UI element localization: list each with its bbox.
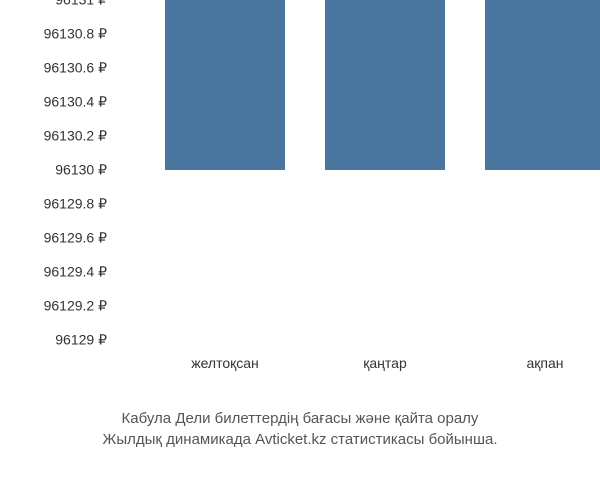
- caption-line-1: Кабула Дели билеттердің бағасы және қайт…: [0, 408, 600, 429]
- y-tick-label: 96130.6 ₽: [44, 60, 107, 77]
- bar: [485, 0, 600, 170]
- chart-caption: Кабула Дели билеттердің бағасы және қайт…: [0, 408, 600, 450]
- y-tick-label: 96130.2 ₽: [44, 128, 107, 145]
- y-tick-label: 96130 ₽: [55, 162, 107, 179]
- x-tick-label: ақпан: [526, 355, 563, 371]
- y-tick-label: 96129 ₽: [55, 332, 107, 349]
- y-tick-label: 96129.8 ₽: [44, 196, 107, 213]
- y-tick-label: 96129.4 ₽: [44, 264, 107, 281]
- bar: [325, 0, 445, 170]
- x-tick-label: желтоқсан: [191, 355, 259, 371]
- y-tick-label: 96130.8 ₽: [44, 26, 107, 43]
- bar: [165, 0, 285, 170]
- y-tick-label: 96131 ₽: [55, 0, 107, 9]
- plot-area: [115, 0, 585, 340]
- y-tick-label: 96130.4 ₽: [44, 94, 107, 111]
- caption-line-2: Жылдық динамикада Avticket.kz статистика…: [0, 429, 600, 450]
- y-tick-label: 96129.2 ₽: [44, 298, 107, 315]
- x-tick-label: қаңтар: [363, 355, 406, 371]
- x-axis-labels: желтоқсан қаңтар ақпан: [115, 355, 585, 380]
- price-chart: 96131 ₽ 96130.8 ₽ 96130.6 ₽ 96130.4 ₽ 96130.…: [0, 0, 600, 390]
- y-tick-label: 96129.6 ₽: [44, 230, 107, 247]
- y-axis: 96131 ₽ 96130.8 ₽ 96130.6 ₽ 96130.4 ₽ 96130.…: [0, 0, 115, 340]
